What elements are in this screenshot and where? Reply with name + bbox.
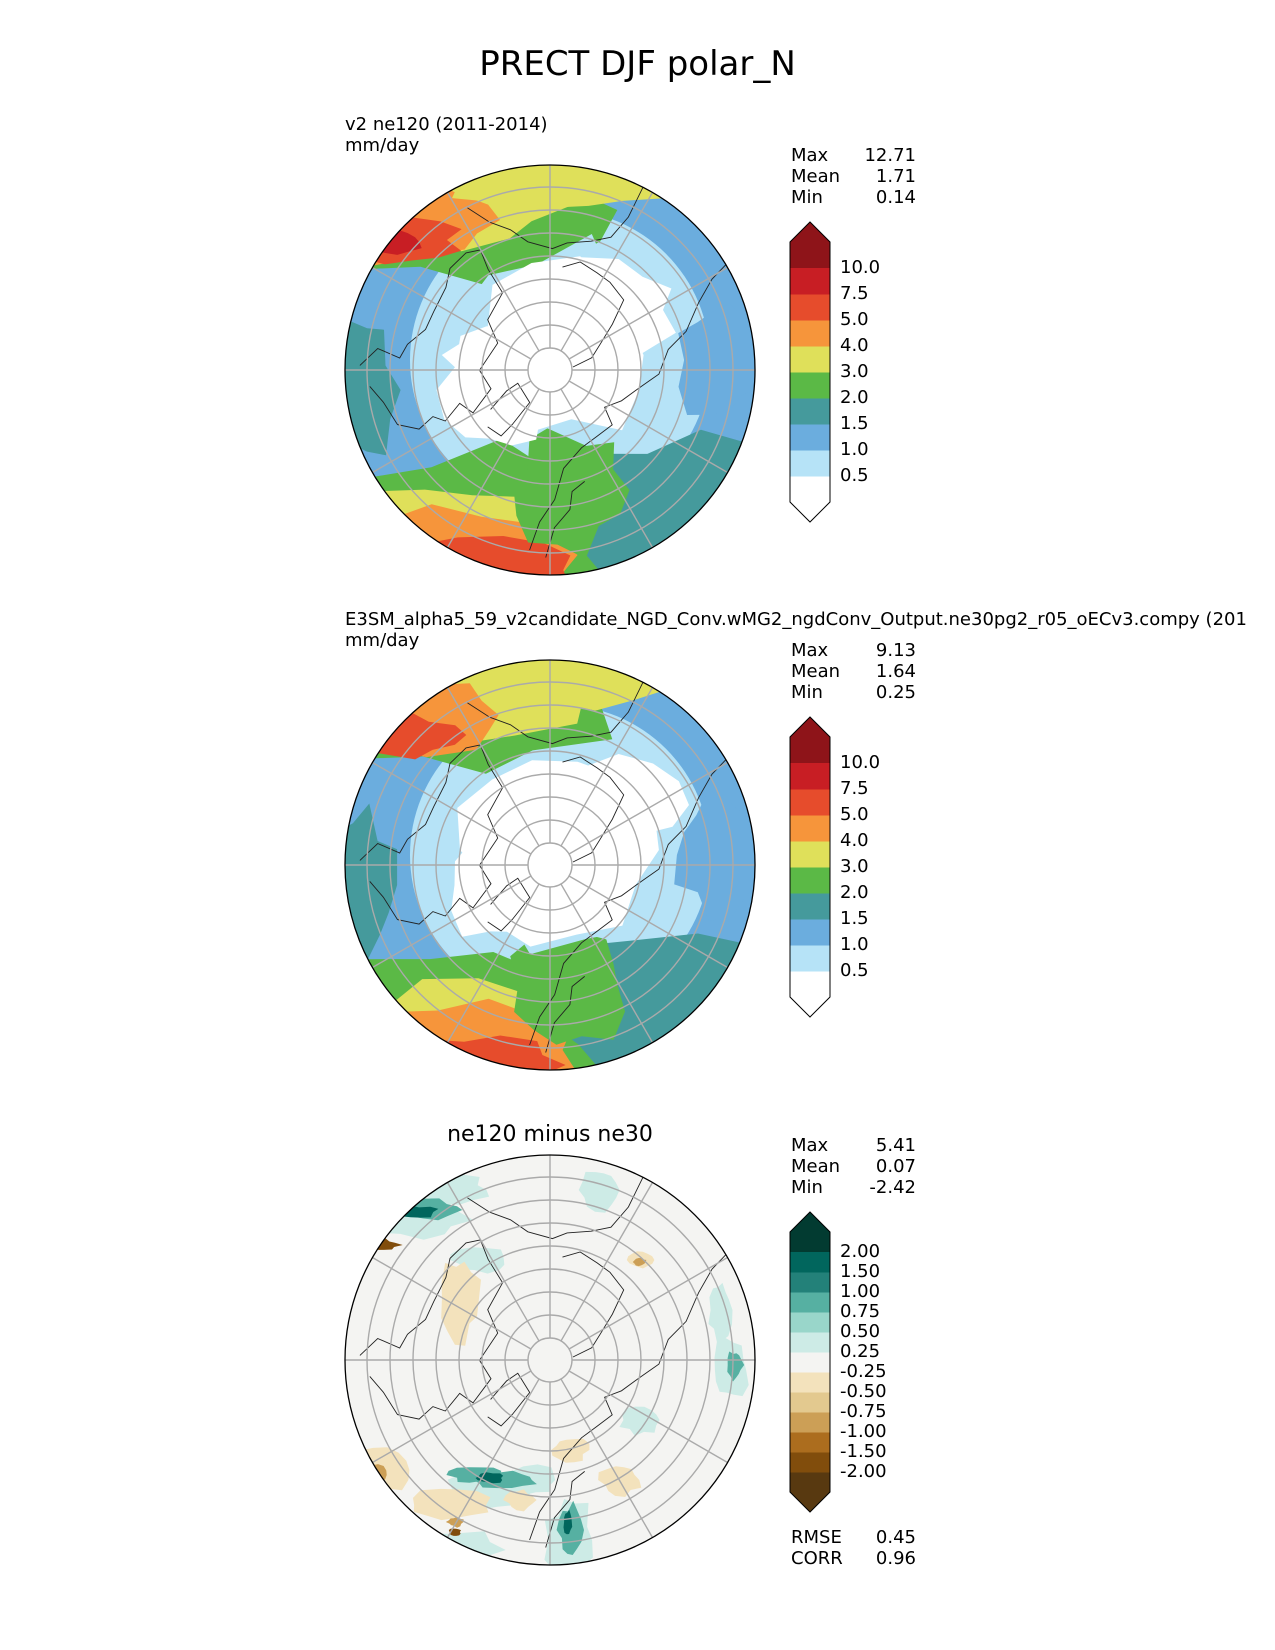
panel2-colorbar xyxy=(789,716,831,1018)
panel3-stats: Max 5.41 Mean 0.07 Min -2.42 xyxy=(791,1135,916,1198)
colorbar-segment xyxy=(790,841,830,868)
figure-title: PRECT DJF polar_N xyxy=(479,44,796,84)
metric-rmse: RMSE 0.45 xyxy=(791,1527,916,1548)
panel2-stats: Max 9.13 Mean 1.64 Min 0.25 xyxy=(791,640,916,703)
colorbar-segment xyxy=(790,789,830,816)
colorbar-tick-label: 1.5 xyxy=(840,413,869,434)
panel3-colorbar xyxy=(789,1211,831,1513)
panel1-colorbar xyxy=(789,221,831,523)
colorbar-segment xyxy=(790,1452,830,1473)
panel2-map xyxy=(344,659,756,1071)
colorbar-segment xyxy=(790,815,830,842)
colorbar-outline xyxy=(789,1211,831,1513)
colorbar-segment xyxy=(790,1352,830,1373)
colorbar-segment xyxy=(790,450,830,477)
panel1-map xyxy=(344,164,756,576)
map-gridlines xyxy=(345,1155,755,1565)
colorbar-segment xyxy=(790,1472,830,1512)
map-boundary xyxy=(344,659,756,1071)
colorbar-segment xyxy=(790,945,830,972)
colorbar-segment xyxy=(790,919,830,946)
colorbar-segment xyxy=(790,1272,830,1293)
stat-min: Min -2.42 xyxy=(791,1177,916,1198)
stat-max: Max 9.13 xyxy=(791,640,916,661)
colorbar-tick-label: -0.75 xyxy=(840,1401,887,1422)
colorbar-segment xyxy=(790,1372,830,1393)
map-boundary xyxy=(344,164,756,576)
panel1-title: v2 ne120 (2011-2014) xyxy=(345,114,548,135)
colorbar-tick-label: 1.0 xyxy=(840,934,869,955)
colorbar-tick-label: -2.00 xyxy=(840,1461,887,1482)
colorbar-tick-label: -0.50 xyxy=(840,1381,887,1402)
colorbar-segment xyxy=(790,971,830,1017)
metric-corr: CORR 0.96 xyxy=(791,1548,916,1569)
colorbar-segment xyxy=(790,294,830,321)
stat-max: Max 5.41 xyxy=(791,1135,916,1156)
colorbar-segment xyxy=(790,346,830,373)
colorbar-segment xyxy=(790,476,830,522)
colorbar-segment xyxy=(790,893,830,920)
colorbar-segment xyxy=(790,1412,830,1433)
colorbar-segment xyxy=(790,1252,830,1273)
colorbar-segment xyxy=(790,717,830,763)
map-gridlines xyxy=(345,660,755,1070)
panel2-title: E3SM_alpha5_59_v2candidate_NGD_Conv.wMG2… xyxy=(345,609,1247,630)
colorbar-tick-label: 7.5 xyxy=(840,778,869,799)
colorbar-tick-label: 0.5 xyxy=(840,960,869,981)
colorbar-tick-label: 3.0 xyxy=(840,856,869,877)
colorbar-segment xyxy=(790,424,830,451)
colorbar-outline xyxy=(789,221,831,523)
colorbar-segment xyxy=(790,1432,830,1453)
colorbar-tick-label: 1.50 xyxy=(840,1261,881,1282)
colorbar-tick-label: 2.0 xyxy=(840,387,869,408)
colorbar-tick-label: 4.0 xyxy=(840,830,869,851)
colorbar-segment xyxy=(790,763,830,790)
colorbar-tick-label: 2.0 xyxy=(840,882,869,903)
stat-max: Max 12.71 xyxy=(791,145,916,166)
colorbar-tick-label: 10.0 xyxy=(840,257,881,278)
colorbar-tick-label: 1.5 xyxy=(840,908,869,929)
panel3-metrics: RMSE 0.45 CORR 0.96 xyxy=(791,1527,916,1569)
colorbar-segment xyxy=(790,1212,830,1252)
map-boundary xyxy=(344,1154,756,1566)
stat-min: Min 0.25 xyxy=(791,682,916,703)
colorbar-tick-label: 5.0 xyxy=(840,804,869,825)
colorbar-segment xyxy=(790,222,830,268)
colorbar-tick-label: 0.5 xyxy=(840,465,869,486)
colorbar-tick-label: -0.25 xyxy=(840,1361,887,1382)
colorbar-segment xyxy=(790,320,830,347)
colorbar-tick-label: 3.0 xyxy=(840,361,869,382)
colorbar-tick-label: 10.0 xyxy=(840,752,881,773)
colorbar-outline xyxy=(789,716,831,1018)
colorbar-tick-label: 0.75 xyxy=(840,1301,881,1322)
colorbar-tick-label: 1.0 xyxy=(840,439,869,460)
panel2-units: mm/day xyxy=(345,630,420,651)
colorbar-segment xyxy=(790,372,830,399)
colorbar-tick-label: 1.00 xyxy=(840,1281,881,1302)
colorbar-tick-label: 7.5 xyxy=(840,283,869,304)
colorbar-tick-label: 0.50 xyxy=(840,1321,881,1342)
colorbar-tick-label: 0.25 xyxy=(840,1341,881,1362)
panel1-stats: Max 12.71 Mean 1.71 Min 0.14 xyxy=(791,145,916,208)
stat-mean: Mean 1.64 xyxy=(791,661,916,682)
colorbar-segment xyxy=(790,268,830,295)
colorbar-tick-label: 4.0 xyxy=(840,335,869,356)
panel3-map xyxy=(344,1154,756,1566)
panel1-units: mm/day xyxy=(345,135,420,156)
stat-mean: Mean 1.71 xyxy=(791,166,916,187)
colorbar-segment xyxy=(790,1392,830,1413)
map-gridlines xyxy=(345,165,755,575)
colorbar-tick-label: 2.00 xyxy=(840,1241,881,1262)
colorbar-segment xyxy=(790,398,830,425)
colorbar-segment xyxy=(790,867,830,894)
colorbar-tick-label: 5.0 xyxy=(840,309,869,330)
stat-min: Min 0.14 xyxy=(791,187,916,208)
colorbar-segment xyxy=(790,1332,830,1353)
stat-mean: Mean 0.07 xyxy=(791,1156,916,1177)
panel3-title: ne120 minus ne30 xyxy=(447,1122,653,1147)
colorbar-tick-label: -1.50 xyxy=(840,1441,887,1462)
colorbar-tick-label: -1.00 xyxy=(840,1421,887,1442)
colorbar-segment xyxy=(790,1312,830,1333)
colorbar-segment xyxy=(790,1292,830,1313)
